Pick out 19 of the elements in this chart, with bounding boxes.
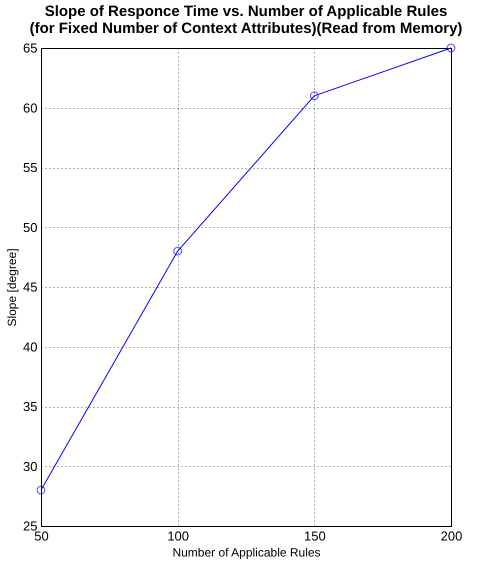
point [173,246,182,256]
x-tick-label: 100 [167,528,190,544]
text: (for Fixed Number of Context Attributes)(Read from Memory) [30,20,462,37]
y-tick-label: 55 [23,160,38,175]
y-axis-title: Slope [degree] [5,248,20,327]
point [310,91,319,100]
y-tick-label: 65 [23,40,38,56]
y-tick-label: 45 [23,280,38,294]
point [446,44,456,52]
y-tick-label: 40 [23,339,38,354]
x-tick-label: 150 [304,528,326,544]
x-axis-title: Number of Applicable Rules [172,546,321,560]
y-tick-label: 35 [23,399,38,414]
text: Slope of Responce Time vs. Number of Applicable Rules [44,3,448,20]
y-tick-label: 50 [23,220,38,235]
x-tick-label: 200 [440,528,462,544]
point [36,486,46,495]
y-tick-label: 30 [23,458,38,474]
y-tick-label: 60 [23,100,38,116]
